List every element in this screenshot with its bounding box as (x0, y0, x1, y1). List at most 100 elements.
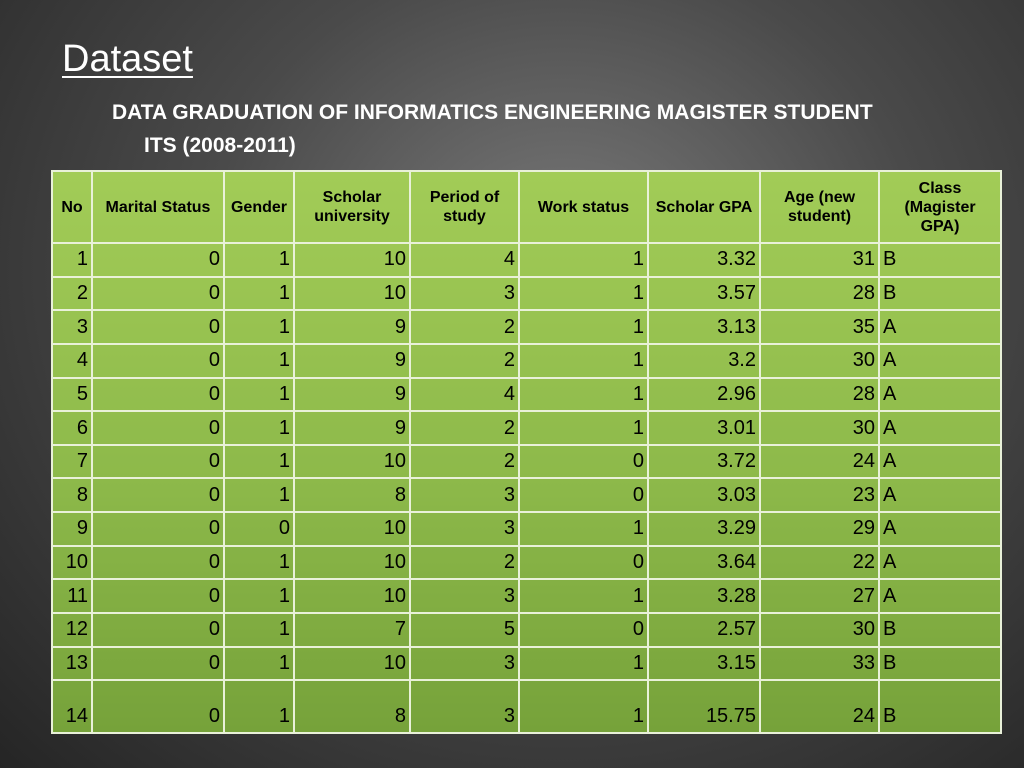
cell-work-status: 1 (518, 342, 649, 379)
cell-no: 14 (51, 679, 93, 734)
table-row: 5 0 1 9 4 1 2.96 28 A (51, 376, 1002, 413)
table-body: 1 0 1 10 4 1 3.32 31 B 2 0 1 10 3 1 3.57 28 B 3 0 1 9 2 1 3.13 35… (51, 242, 1002, 734)
cell-no: 8 (51, 477, 93, 514)
cell-age: 30 (759, 342, 880, 379)
cell-class: B (878, 242, 1002, 278)
subtitle-line-2: ITS (2008-2011) (144, 134, 296, 157)
table-row: 8 0 1 8 3 0 3.03 23 A (51, 477, 1002, 514)
cell-scholar-university: 9 (293, 376, 411, 413)
table-row: 4 0 1 9 2 1 3.2 30 A (51, 342, 1002, 379)
header-gender: Gender (223, 170, 295, 244)
cell-work-status: 1 (518, 242, 649, 278)
cell-marital-status: 0 (91, 578, 225, 615)
cell-no: 5 (51, 376, 93, 413)
cell-age: 33 (759, 645, 880, 682)
cell-period-of-study: 4 (409, 242, 520, 278)
cell-age: 35 (759, 309, 880, 345)
cell-work-status: 1 (518, 679, 649, 734)
table-row: 14 0 1 8 3 1 15.75 24 B (51, 679, 1002, 734)
cell-no: 3 (51, 309, 93, 345)
cell-no: 13 (51, 645, 93, 682)
cell-no: 9 (51, 511, 93, 547)
cell-scholar-gpa: 3.03 (647, 477, 761, 514)
cell-age: 28 (759, 376, 880, 413)
cell-gender: 1 (223, 679, 295, 734)
cell-no: 10 (51, 544, 93, 581)
cell-period-of-study: 3 (409, 679, 520, 734)
cell-scholar-university: 9 (293, 309, 411, 345)
dataset-table: No Marital Status Gender Scholar univers… (51, 170, 1002, 734)
table-row: 12 0 1 7 5 0 2.57 30 B (51, 612, 1002, 648)
cell-class: A (878, 410, 1002, 446)
cell-scholar-gpa: 3.13 (647, 309, 761, 345)
cell-scholar-university: 10 (293, 275, 411, 312)
cell-class: A (878, 578, 1002, 615)
cell-work-status: 1 (518, 275, 649, 312)
table-row: 11 0 1 10 3 1 3.28 27 A (51, 578, 1002, 615)
cell-period-of-study: 4 (409, 376, 520, 413)
cell-marital-status: 0 (91, 612, 225, 648)
slide-subtitle: DATA GRADUATION OF INFORMATICS ENGINEERI… (112, 96, 992, 162)
header-work-status: Work status (518, 170, 649, 244)
cell-scholar-university: 10 (293, 645, 411, 682)
cell-class: A (878, 511, 1002, 547)
cell-class: A (878, 544, 1002, 581)
cell-class: B (878, 645, 1002, 682)
cell-scholar-university: 10 (293, 242, 411, 278)
cell-work-status: 1 (518, 376, 649, 413)
cell-age: 30 (759, 612, 880, 648)
cell-work-status: 1 (518, 645, 649, 682)
cell-period-of-study: 3 (409, 275, 520, 312)
cell-scholar-university: 10 (293, 511, 411, 547)
cell-scholar-gpa: 3.2 (647, 342, 761, 379)
cell-class: A (878, 443, 1002, 480)
cell-gender: 1 (223, 443, 295, 480)
cell-gender: 1 (223, 309, 295, 345)
cell-gender: 1 (223, 410, 295, 446)
cell-gender: 1 (223, 544, 295, 581)
cell-class: A (878, 342, 1002, 379)
cell-work-status: 1 (518, 578, 649, 615)
cell-scholar-gpa: 2.57 (647, 612, 761, 648)
cell-gender: 1 (223, 477, 295, 514)
cell-age: 29 (759, 511, 880, 547)
cell-age: 22 (759, 544, 880, 581)
cell-age: 24 (759, 679, 880, 734)
cell-gender: 1 (223, 342, 295, 379)
cell-scholar-gpa: 3.32 (647, 242, 761, 278)
cell-no: 12 (51, 612, 93, 648)
header-period-of-study: Period of study (409, 170, 520, 244)
table-row: 1 0 1 10 4 1 3.32 31 B (51, 242, 1002, 278)
cell-marital-status: 0 (91, 309, 225, 345)
cell-period-of-study: 2 (409, 544, 520, 581)
cell-scholar-gpa: 3.01 (647, 410, 761, 446)
cell-scholar-gpa: 3.64 (647, 544, 761, 581)
cell-period-of-study: 2 (409, 342, 520, 379)
cell-age: 28 (759, 275, 880, 312)
subtitle-line-1: DATA GRADUATION OF INFORMATICS ENGINEERI… (112, 101, 873, 124)
header-scholar-gpa: Scholar GPA (647, 170, 761, 244)
cell-scholar-university: 10 (293, 578, 411, 615)
table-header-row: No Marital Status Gender Scholar univers… (51, 170, 1002, 244)
cell-marital-status: 0 (91, 443, 225, 480)
cell-scholar-university: 9 (293, 410, 411, 446)
table-row: 6 0 1 9 2 1 3.01 30 A (51, 410, 1002, 446)
cell-gender: 1 (223, 645, 295, 682)
cell-age: 31 (759, 242, 880, 278)
cell-age: 23 (759, 477, 880, 514)
cell-class: A (878, 309, 1002, 345)
cell-scholar-gpa: 3.29 (647, 511, 761, 547)
table-row: 3 0 1 9 2 1 3.13 35 A (51, 309, 1002, 345)
header-scholar-university: Scholar university (293, 170, 411, 244)
cell-no: 7 (51, 443, 93, 480)
header-class: Class (Magister GPA) (878, 170, 1002, 244)
cell-work-status: 1 (518, 309, 649, 345)
cell-period-of-study: 3 (409, 578, 520, 615)
cell-no: 6 (51, 410, 93, 446)
cell-scholar-university: 9 (293, 342, 411, 379)
cell-marital-status: 0 (91, 679, 225, 734)
cell-no: 4 (51, 342, 93, 379)
cell-gender: 1 (223, 578, 295, 615)
header-age: Age (new student) (759, 170, 880, 244)
cell-marital-status: 0 (91, 544, 225, 581)
